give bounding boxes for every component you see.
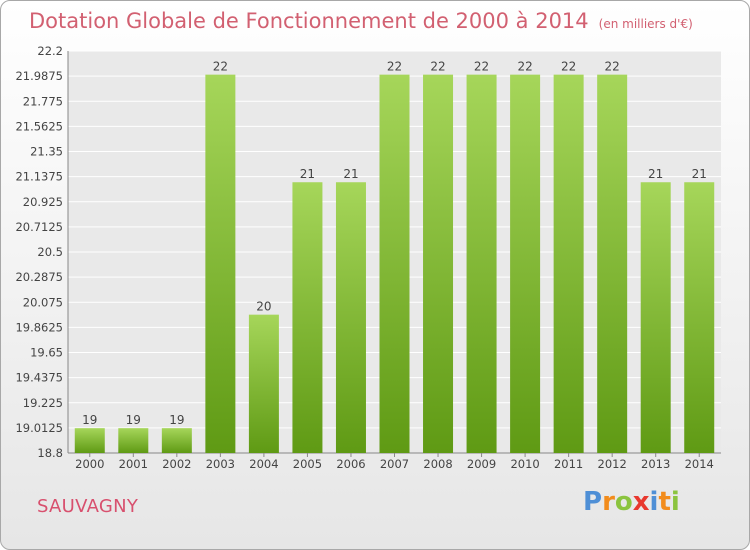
y-tick-label: 19.225 bbox=[23, 396, 63, 410]
bar-2002 bbox=[161, 428, 192, 453]
data-label: 21 bbox=[648, 167, 663, 181]
y-tick-label: 21.1375 bbox=[15, 170, 63, 184]
logo-letter: t bbox=[658, 487, 671, 517]
x-tick-label: 2013 bbox=[641, 457, 670, 471]
bar-2006 bbox=[335, 182, 366, 453]
data-label: 21 bbox=[300, 167, 315, 181]
bar-2010 bbox=[510, 74, 541, 453]
y-tick-label: 20.5 bbox=[37, 245, 63, 259]
y-tick-label: 21.9875 bbox=[15, 69, 63, 83]
data-label: 22 bbox=[213, 60, 228, 74]
y-tick-label: 20.2875 bbox=[15, 270, 63, 284]
logo-letter: o bbox=[614, 487, 633, 517]
data-label: 19 bbox=[82, 413, 97, 427]
bar-2007 bbox=[379, 74, 410, 453]
x-tick-label: 2009 bbox=[467, 457, 496, 471]
bar-2001 bbox=[118, 428, 149, 453]
logo-letter: r bbox=[602, 487, 615, 517]
data-label: 22 bbox=[474, 60, 489, 74]
x-tick-label: 2012 bbox=[598, 457, 627, 471]
y-tick-label: 19.65 bbox=[30, 346, 63, 360]
x-tick-label: 2001 bbox=[119, 457, 148, 471]
data-label: 20 bbox=[256, 300, 271, 314]
logo-letter: x bbox=[632, 487, 650, 517]
bar-2000 bbox=[74, 428, 105, 453]
data-label: 22 bbox=[387, 60, 402, 74]
title-text: Dotation Globale de Fonctionnement de 20… bbox=[29, 9, 589, 33]
data-label: 21 bbox=[692, 167, 707, 181]
data-label: 22 bbox=[605, 60, 620, 74]
x-tick-label: 2002 bbox=[162, 457, 191, 471]
x-tick-label: 2003 bbox=[206, 457, 235, 471]
data-label: 22 bbox=[430, 60, 445, 74]
y-tick-label: 20.075 bbox=[23, 295, 63, 309]
y-tick-label: 22.2 bbox=[37, 44, 63, 58]
y-tick-label: 19.4375 bbox=[15, 371, 63, 385]
x-tick-label: 2006 bbox=[336, 457, 365, 471]
x-tick-label: 2014 bbox=[685, 457, 714, 471]
unit-note: (en milliers d'€) bbox=[598, 17, 693, 31]
x-tick-label: 2007 bbox=[380, 457, 409, 471]
x-tick-label: 2010 bbox=[510, 457, 539, 471]
bar-2014 bbox=[684, 182, 715, 453]
x-tick-label: 2004 bbox=[249, 457, 278, 471]
y-tick-label: 20.925 bbox=[23, 195, 63, 209]
y-tick-label: 21.5625 bbox=[15, 119, 63, 133]
bar-2013 bbox=[640, 182, 671, 453]
y-tick-label: 20.7125 bbox=[15, 220, 63, 234]
logo-letter: P bbox=[583, 487, 603, 517]
data-label: 22 bbox=[561, 60, 576, 74]
x-tick-label: 2008 bbox=[423, 457, 452, 471]
x-tick-label: 2000 bbox=[75, 457, 104, 471]
bar-2005 bbox=[292, 182, 323, 453]
x-tick-label: 2005 bbox=[293, 457, 322, 471]
data-label: 19 bbox=[169, 413, 184, 427]
y-tick-label: 19.8625 bbox=[15, 320, 63, 334]
data-label: 22 bbox=[517, 60, 532, 74]
bar-2009 bbox=[466, 74, 497, 453]
y-tick-label: 21.35 bbox=[30, 145, 63, 159]
bar-2011 bbox=[553, 74, 584, 453]
logo-letter: i bbox=[649, 487, 659, 517]
logo-letter: i bbox=[670, 487, 680, 517]
y-tick-label: 21.775 bbox=[23, 94, 63, 108]
y-tick-label: 19.0125 bbox=[15, 421, 63, 435]
data-label: 19 bbox=[126, 413, 141, 427]
chart-title: Dotation Globale de Fonctionnement de 20… bbox=[29, 9, 693, 33]
bar-2012 bbox=[597, 74, 628, 453]
bar-2003 bbox=[205, 74, 236, 453]
bar-2004 bbox=[248, 314, 279, 453]
y-tick-label: 18.8 bbox=[37, 446, 63, 460]
proxiti-logo: Proxiti bbox=[583, 487, 680, 517]
commune-name: SAUVAGNY bbox=[37, 496, 139, 517]
data-label: 21 bbox=[343, 167, 358, 181]
bar-2008 bbox=[423, 74, 454, 453]
x-tick-label: 2011 bbox=[554, 457, 583, 471]
